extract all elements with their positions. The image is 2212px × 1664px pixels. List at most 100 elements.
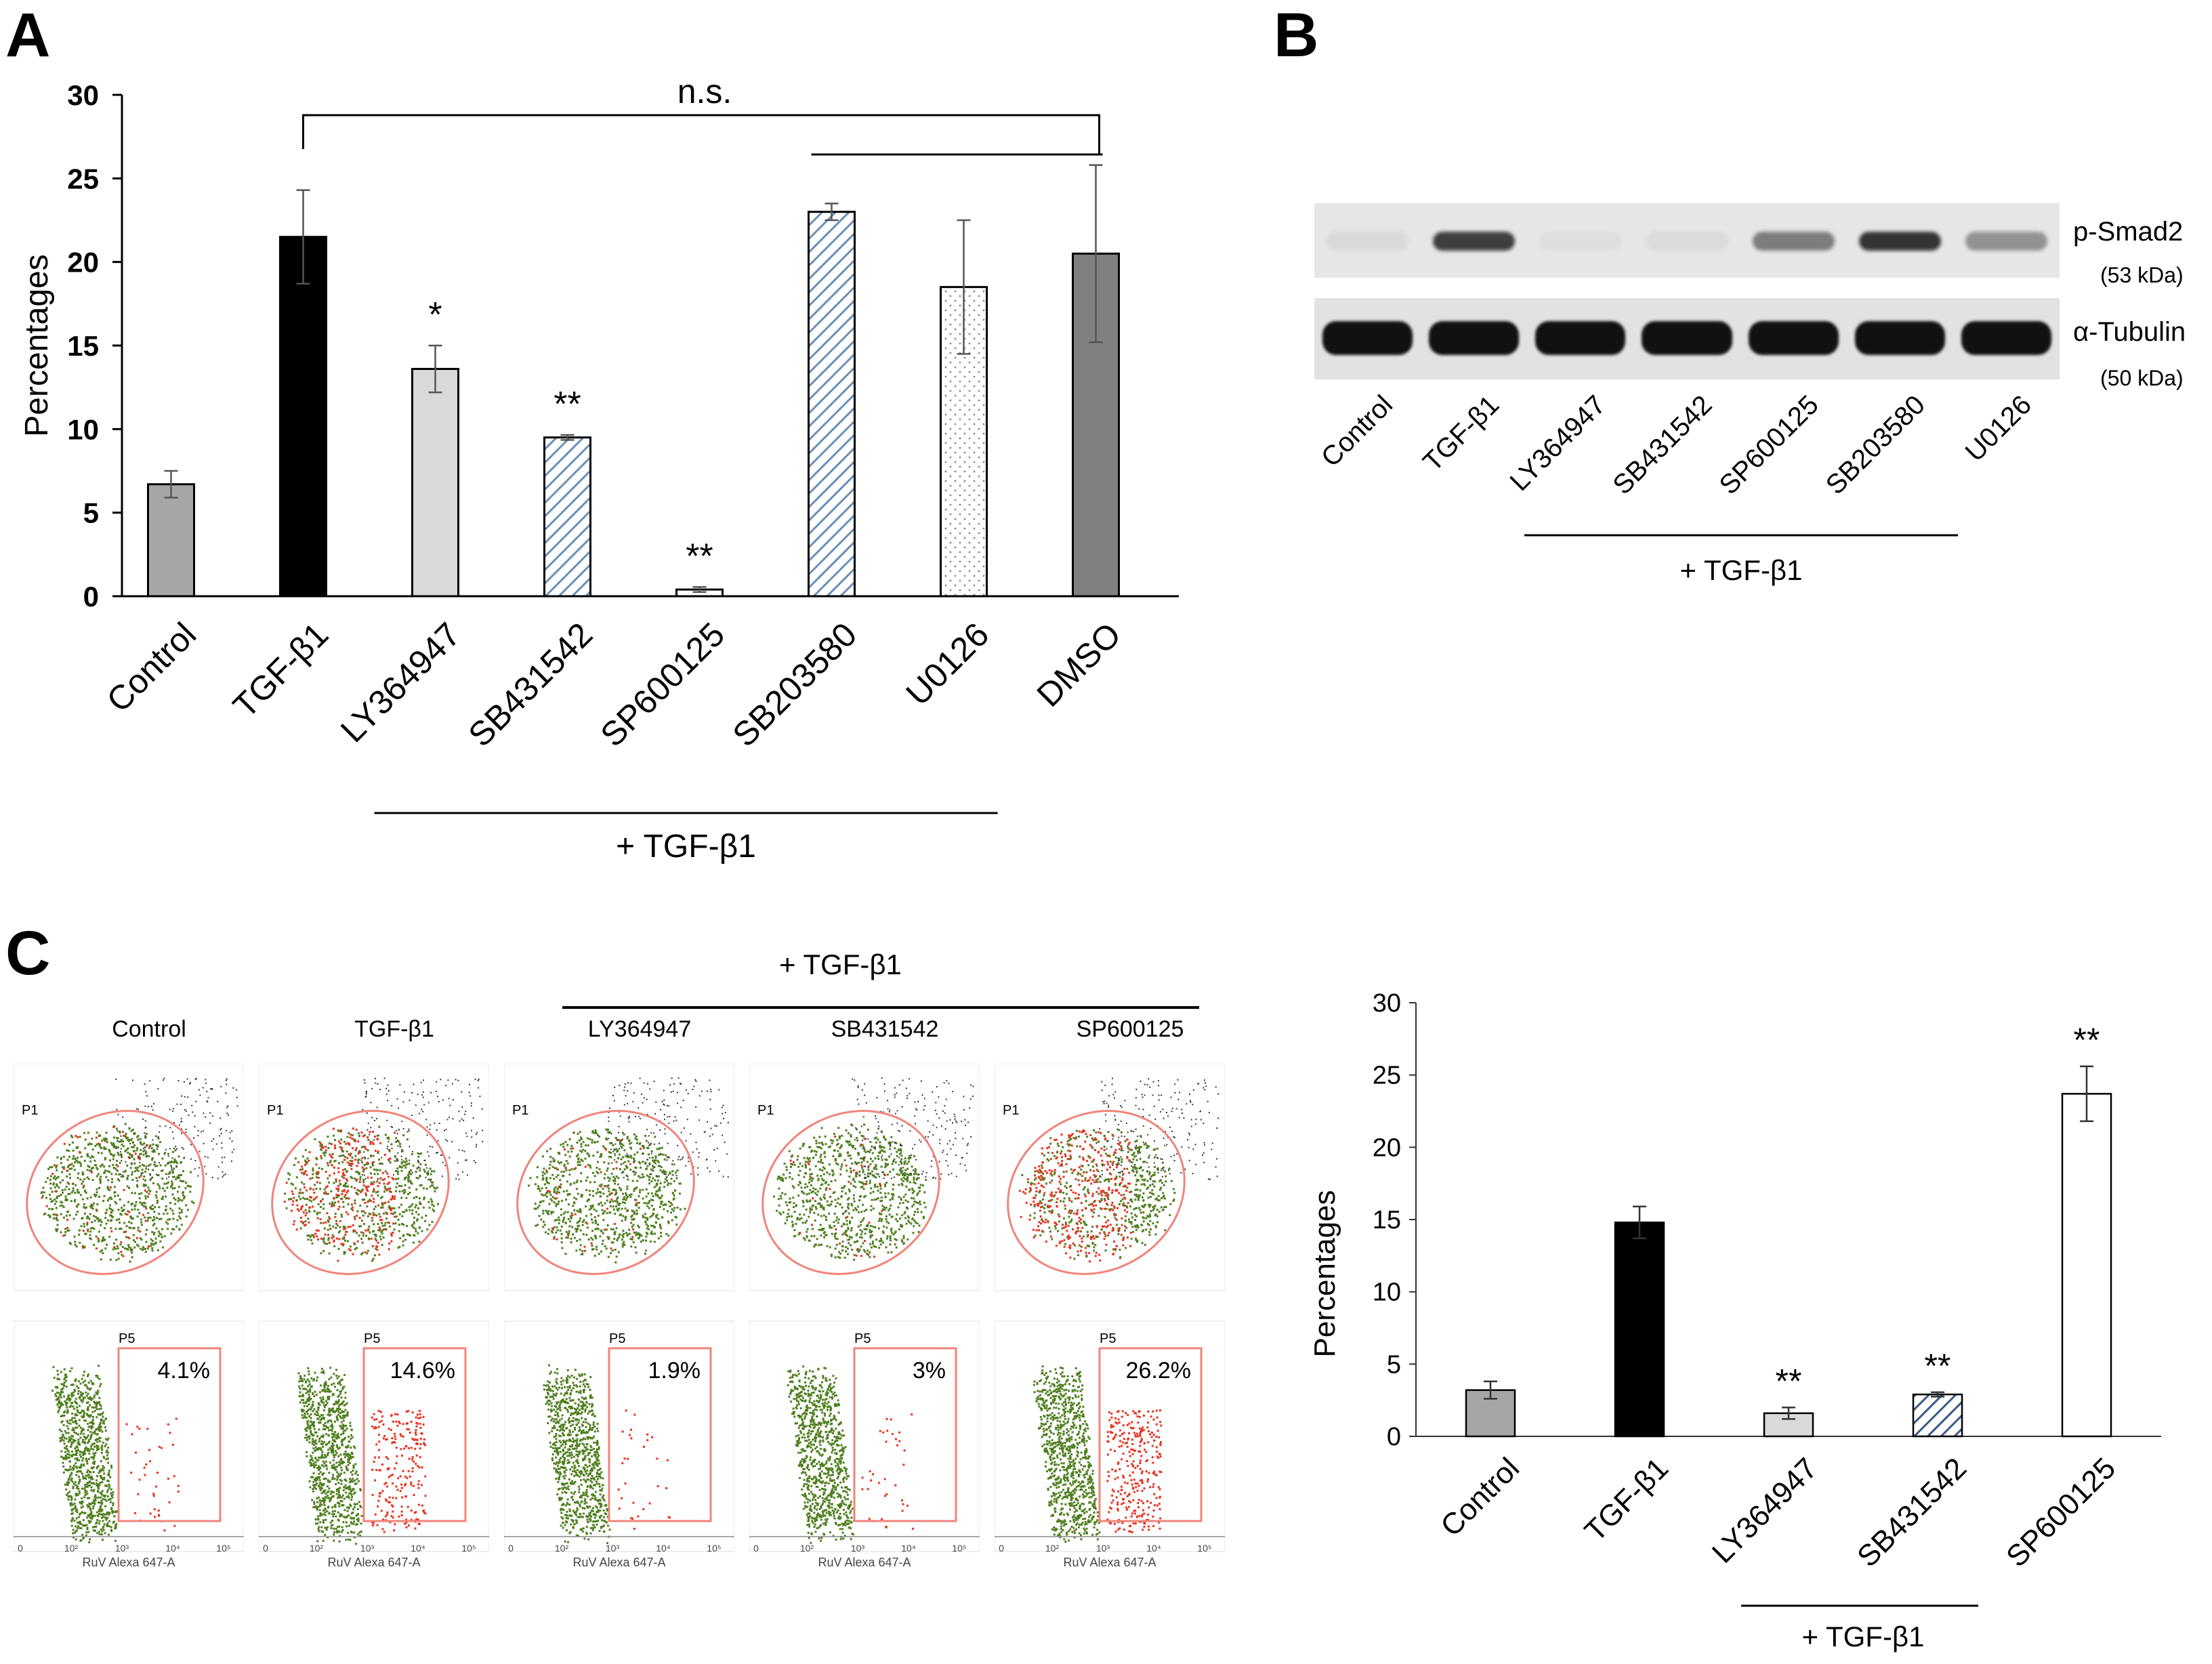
y-axis-title: Percentages	[1308, 1190, 1341, 1357]
significance-mark: **	[1776, 1362, 1802, 1400]
gate-p5-label: P5	[119, 1331, 135, 1346]
flow-tick-label: 10²	[800, 1543, 814, 1554]
psmad2-band	[1539, 232, 1622, 251]
psmad2-kda: (53 kDa)	[2100, 263, 2184, 287]
x-tick-label: Control	[1434, 1451, 1526, 1543]
y-tick-label: 10	[67, 413, 99, 445]
y-tick-label: 5	[1387, 1350, 1401, 1379]
bar	[543, 436, 591, 598]
psmad2-band	[1752, 232, 1835, 251]
blot-lane-labels: + TGF-β1 Control TGF-β1 LY364947SB431542SP…	[1316, 390, 2037, 586]
percent-label: 3%	[913, 1358, 946, 1384]
y-tick-label: 20	[1373, 1133, 1401, 1162]
flow-tick-label: 10⁴	[411, 1543, 425, 1554]
blot-lane-label: TGF-β1	[1417, 390, 1505, 477]
flow-tick-label: 10³	[115, 1543, 129, 1554]
flow-sample-title: SB431542	[831, 1016, 939, 1042]
y-tick-label: 5	[83, 497, 99, 529]
significance-mark: **	[1925, 1347, 1951, 1385]
tubulin-label: α-Tubulin	[2073, 317, 2186, 347]
x-tick-label: DMSO	[1030, 615, 1129, 714]
flow-plot: P1 P5 1.9% 0 10² 10³ 10⁴ 10⁵ RuV Alexa 647-A	[504, 1064, 734, 1569]
psmad2-band	[1646, 232, 1728, 251]
y-tick-label: 10	[1373, 1278, 1401, 1307]
flow-tick-label: 10⁴	[165, 1543, 180, 1554]
blot-lane-label: U0126	[1960, 390, 2037, 467]
bar	[279, 236, 327, 598]
y-axis-title: Percentages	[19, 254, 55, 437]
flow-tick-label: 10⁴	[656, 1543, 671, 1554]
tubulin-band	[1429, 321, 1520, 355]
flow-tick-label: 10⁴	[1146, 1543, 1161, 1554]
gate-p1	[271, 1110, 450, 1275]
bar	[1614, 1222, 1665, 1438]
gate-p1	[761, 1110, 940, 1275]
blot-row-psmad2	[1314, 203, 2060, 278]
flow-tick-label: 10³	[606, 1543, 620, 1554]
x-tick-label: U0126	[898, 615, 996, 713]
flow-tick-label: 0	[999, 1543, 1004, 1554]
flow-axis-title: RuV Alexa 647-A	[572, 1556, 665, 1569]
ns-bracket	[302, 114, 1100, 154]
flow-tick-label: 0	[753, 1543, 759, 1554]
scatter-frame	[749, 1320, 980, 1552]
x-tick-label: SB203580	[726, 615, 864, 754]
flow-sample-title: SP600125	[1076, 1016, 1184, 1042]
y-tick-label: 25	[67, 163, 99, 194]
gate-p1-label: P1	[22, 1103, 38, 1118]
flow-tick-label: 10⁵	[952, 1543, 966, 1554]
flow-plot: P1 P5 4.1% 0 10² 10³ 10⁴ 10⁵ RuV Alexa 647-A	[14, 1064, 244, 1569]
percent-label: 26.2%	[1126, 1358, 1191, 1384]
tubulin-kda: (50 kDa)	[2100, 366, 2184, 390]
flow-header-label: + TGF-β1	[779, 949, 902, 980]
psmad2-band	[1965, 232, 2047, 251]
flow-header-line	[562, 1006, 1199, 1009]
flow-sample-title: LY364947	[587, 1016, 692, 1042]
blot-lane-label: Control	[1316, 390, 1398, 472]
flow-tick-label: 0	[263, 1543, 268, 1554]
gate-p1	[1007, 1110, 1186, 1275]
flow-tick-label: 10³	[1096, 1543, 1110, 1554]
chart-a: n.s. 0 5 10 15 20 25 30 Percentages Control TGF-β…	[19, 72, 1179, 865]
gate-p1-label: P1	[267, 1103, 283, 1118]
flow-plot: P1 P5 14.6% 0 10² 10³ 10⁴ 10⁵ RuV Alexa 647-A	[259, 1064, 489, 1569]
bar	[808, 211, 856, 598]
group-label: + TGF-β1	[616, 829, 756, 865]
flow-tick-label: 0	[508, 1543, 514, 1554]
flow-tick-label: 10⁵	[707, 1543, 721, 1554]
flow-tick-label: 10³	[360, 1543, 375, 1554]
psmad2-band	[1327, 232, 1409, 251]
x-tick-label: LY364947	[333, 615, 467, 749]
x-tick-label: LY364947	[1706, 1451, 1824, 1569]
gate-p5	[1098, 1347, 1203, 1522]
tubulin-band	[1748, 321, 1839, 355]
scatter-frame	[995, 1064, 1225, 1291]
flow-tick-label: 10³	[851, 1543, 865, 1554]
gate-p5	[362, 1347, 467, 1522]
x-tick-label: SB431542	[1851, 1451, 1973, 1573]
x-tick-label: TGF-β1	[226, 615, 335, 725]
y-tick-label: 30	[67, 79, 99, 111]
panel-label-b: B	[1274, 1, 1319, 70]
bar	[1912, 1393, 1963, 1438]
bar	[411, 368, 459, 598]
scatter-frame	[504, 1320, 734, 1552]
flow-tick-label: 10²	[1045, 1543, 1060, 1554]
tubulin-band	[1322, 321, 1413, 355]
flow-tick-label: 10⁵	[461, 1543, 476, 1554]
panel-label-c: C	[5, 919, 51, 988]
significance-mark: **	[554, 385, 581, 424]
gate-p5-label: P5	[364, 1331, 380, 1346]
flow-plot: P1 P5 26.2% 0 10² 10³ 10⁴ 10⁵ RuV Alexa 647-A	[995, 1064, 1225, 1569]
y-tick-label: 25	[1373, 1062, 1401, 1090]
y-tick-label: 30	[1373, 989, 1401, 1018]
flow-tick-label: 10⁴	[901, 1543, 916, 1554]
flow-tick-label: 10⁵	[1197, 1543, 1211, 1554]
scatter-frame	[259, 1064, 489, 1291]
gate-p5	[117, 1347, 222, 1522]
blot-lane-label: SP600125	[1714, 390, 1824, 500]
chart-c: 0 5 10 15 20 25 30 Percentages Control TGF-β1 ** LY…	[1308, 989, 2161, 1652]
y-tick-label: 15	[67, 330, 99, 362]
flow-axis-title: RuV Alexa 647-A	[82, 1556, 175, 1569]
flow-axis-title: RuV Alexa 647-A	[327, 1556, 420, 1569]
